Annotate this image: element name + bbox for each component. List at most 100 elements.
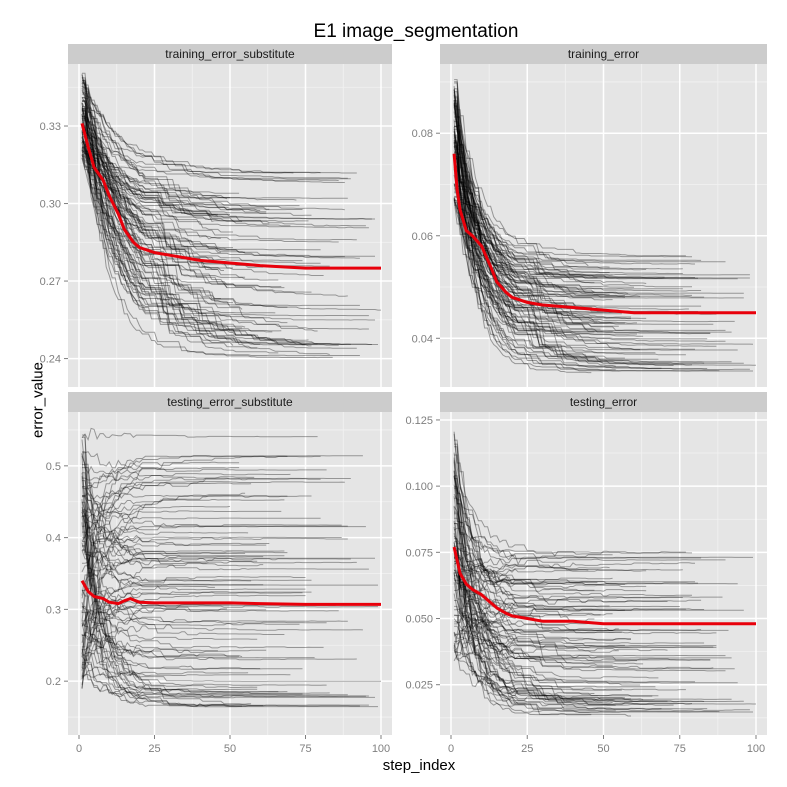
run-line — [453, 119, 616, 367]
run-line — [454, 485, 653, 697]
x-tick-label: 50 — [597, 743, 609, 755]
run-line — [82, 92, 246, 253]
run-line — [453, 197, 625, 313]
run-line — [82, 141, 321, 264]
run-line — [81, 130, 333, 359]
run-line — [81, 85, 345, 183]
run-line — [453, 459, 616, 712]
run-line — [81, 516, 267, 611]
run-line — [81, 476, 378, 708]
run-line — [81, 522, 279, 693]
run-line — [82, 109, 294, 174]
run-line — [453, 593, 756, 705]
run-line — [453, 571, 595, 695]
facet-strip — [68, 44, 392, 64]
run-line — [453, 577, 686, 611]
run-line — [454, 575, 729, 632]
run-line — [82, 147, 309, 341]
facet-strip-label: testing_error_substitute — [167, 395, 293, 409]
run-line — [81, 108, 375, 220]
run-line — [453, 169, 756, 366]
run-line — [454, 558, 726, 625]
run-line — [82, 504, 231, 539]
run-line — [454, 125, 628, 295]
run-line — [454, 497, 680, 608]
run-line — [81, 648, 303, 696]
y-tick-label: 0.050 — [405, 614, 433, 626]
facet-strip-label: training_error — [568, 47, 639, 61]
run-line — [81, 136, 339, 243]
run-line — [454, 621, 625, 647]
run-line — [454, 556, 598, 584]
run-line — [454, 151, 708, 370]
run-line — [453, 548, 644, 665]
run-line — [82, 664, 369, 698]
run-line — [454, 170, 714, 325]
run-line — [81, 81, 270, 210]
run-line — [81, 427, 318, 442]
run-line — [81, 471, 291, 490]
run-line — [82, 125, 318, 345]
run-line — [81, 455, 264, 567]
run-line — [454, 446, 625, 611]
y-tick-label: 0.2 — [46, 676, 61, 688]
run-line — [454, 104, 637, 324]
run-line — [81, 605, 378, 685]
run-line — [454, 170, 595, 333]
run-line — [453, 141, 744, 364]
run-line — [453, 560, 738, 585]
y-tick-label: 0.27 — [40, 276, 61, 288]
run-line — [453, 198, 625, 359]
run-line — [454, 517, 692, 554]
run-line — [82, 83, 369, 317]
run-line — [81, 137, 369, 330]
run-line — [81, 501, 252, 582]
run-line — [81, 605, 366, 698]
run-line — [454, 91, 744, 294]
run-line — [81, 453, 321, 520]
run-line — [82, 553, 351, 565]
run-line — [453, 126, 738, 351]
run-line — [454, 166, 686, 257]
x-tick-label: 0 — [76, 743, 82, 755]
y-tick-label: 0.3 — [46, 604, 61, 616]
run-line — [82, 541, 258, 640]
run-line — [453, 89, 754, 345]
run-line — [453, 573, 592, 716]
facet-strip — [68, 392, 392, 412]
run-line — [81, 525, 348, 573]
run-line — [82, 146, 233, 249]
run-line — [454, 142, 647, 284]
run-line — [454, 81, 711, 334]
run-line — [453, 100, 613, 333]
run-line — [82, 107, 321, 251]
run-line — [82, 611, 243, 707]
run-line — [82, 495, 342, 527]
run-line — [81, 591, 312, 643]
y-tick-label: 0.33 — [40, 121, 61, 133]
run-line — [453, 152, 613, 301]
run-line — [82, 666, 249, 677]
run-line — [81, 477, 321, 542]
run-line — [81, 589, 357, 661]
run-line — [453, 102, 750, 370]
run-line — [81, 633, 288, 693]
run-lines — [81, 72, 381, 359]
run-line — [454, 204, 750, 279]
x-tick-label: 0 — [448, 743, 454, 755]
run-line — [453, 644, 625, 700]
run-line — [454, 82, 625, 298]
run-line — [82, 534, 342, 546]
run-line — [81, 130, 375, 321]
run-line — [81, 149, 228, 200]
run-line — [81, 136, 282, 288]
run-line — [453, 613, 601, 662]
run-line — [453, 565, 613, 616]
run-line — [81, 495, 312, 622]
run-line — [454, 195, 705, 298]
run-line — [81, 510, 282, 596]
run-line — [81, 555, 264, 654]
run-line — [454, 141, 732, 363]
facet-panel: testing_error_substitute 0.2 0.3 0.4 0.5 0 25 5… — [46, 392, 392, 755]
run-line — [81, 153, 321, 174]
